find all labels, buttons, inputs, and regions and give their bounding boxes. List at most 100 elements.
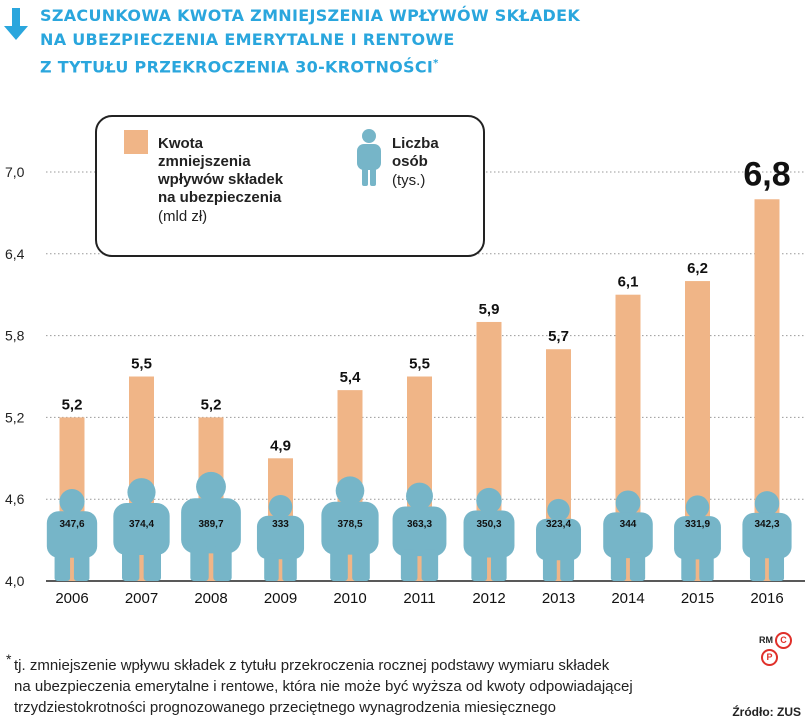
- person-value-label: 363,3: [407, 519, 432, 530]
- person-leg: [681, 553, 696, 581]
- source-note: Źródło: ZUS: [732, 705, 801, 719]
- person-body: [742, 512, 792, 559]
- x-tick-label: 2016: [750, 590, 783, 607]
- person-leg: [73, 551, 90, 581]
- bar-value-label: 6,2: [687, 260, 708, 277]
- person-leg: [699, 553, 714, 581]
- publisher-logo: RM CP: [759, 632, 805, 666]
- person-value-label: 323,4: [546, 519, 571, 530]
- legend-people-unit: (tys.): [392, 172, 425, 189]
- person-leg: [542, 555, 557, 581]
- bar-value-label: 5,9: [479, 301, 500, 318]
- person-body: [536, 518, 581, 561]
- legend-amount-line-4: na ubezpieczenia: [158, 189, 282, 206]
- person-head: [335, 476, 365, 506]
- person-value-label: 342,3: [754, 519, 779, 530]
- person-leg: [421, 549, 439, 581]
- bar-value-label: 5,2: [201, 396, 222, 413]
- x-tick-label: 2009: [264, 590, 297, 607]
- person-leg: [629, 552, 646, 581]
- person-body: [603, 512, 653, 559]
- logo-text: RM: [759, 634, 773, 645]
- person-figure: [256, 494, 305, 581]
- person-head: [476, 487, 502, 514]
- person-value-label: 389,7: [198, 519, 223, 530]
- person-leg: [213, 546, 232, 581]
- person-body: [674, 516, 721, 560]
- person-figure: [181, 471, 241, 581]
- y-tick-label: 4,6: [5, 491, 25, 507]
- person-body: [392, 506, 447, 557]
- legend-people-line-1: Liczba: [392, 135, 439, 152]
- person-value-label: 378,5: [337, 519, 362, 530]
- bar-value-label: 6,8: [743, 155, 790, 193]
- person-head: [685, 495, 710, 519]
- person-head: [59, 489, 85, 515]
- title-marker: *: [433, 58, 439, 69]
- person-leg: [400, 549, 418, 581]
- footnote-line-2: na ubezpieczenia emerytalne i rentowe, k…: [14, 678, 633, 695]
- logo-letter-p: P: [761, 649, 778, 666]
- bar-chart: 4,0 4,6 5,2 5,8 6,4 7,0 5,2 5,5 5,2 4,9 5,4 5,5 5,9…: [5, 115, 805, 607]
- bar-value-label: 4,9: [270, 437, 291, 454]
- person-head: [547, 498, 570, 522]
- person-head: [615, 490, 641, 516]
- person-figure: [392, 482, 447, 581]
- title-line-2: NA UBEZPIECZENIA EMERYTALNE I RENTOWE: [40, 30, 455, 49]
- legend-amount-unit: (mld zł): [158, 208, 207, 225]
- footnote-line-3: trzydziestokrotności prognozowanego prze…: [14, 699, 556, 716]
- legend-amount-line-1: Kwota: [158, 135, 204, 152]
- legend-person-icon: [357, 129, 381, 186]
- x-tick-label: 2014: [611, 590, 644, 607]
- y-tick-label: 5,8: [5, 328, 25, 344]
- person-value-label: 344: [620, 519, 637, 530]
- person-body: [321, 501, 379, 555]
- person-leg: [282, 553, 297, 581]
- footnote-marker: *: [6, 651, 12, 667]
- x-axis-tick-labels: 2006 2007 2008 2009 2010 2011 2012 2013 2014 2015…: [55, 590, 783, 607]
- person-body: [113, 503, 170, 556]
- person-leg: [490, 551, 507, 581]
- person-leg: [610, 552, 627, 581]
- person-body: [256, 515, 305, 560]
- bar-value-label: 5,5: [409, 356, 430, 373]
- person-head: [406, 482, 433, 510]
- person-leg: [54, 551, 71, 581]
- person-figure: [113, 478, 170, 581]
- person-figure: [742, 491, 792, 581]
- legend-amount-line-2: zmniejszenia: [158, 153, 251, 170]
- x-tick-label: 2006: [55, 590, 88, 607]
- person-body: [463, 510, 515, 558]
- person-figure: [46, 489, 98, 581]
- legend-box: [95, 115, 485, 257]
- logo-letter-c: C: [775, 632, 792, 649]
- bar-value-label: 5,4: [340, 369, 362, 386]
- person-leg: [768, 552, 785, 581]
- person-head: [127, 478, 156, 507]
- person-leg: [330, 547, 348, 581]
- y-tick-label: 5,2: [5, 409, 25, 425]
- footnote: * tj. zmniejszenie wpływu składek z tytu…: [6, 651, 774, 718]
- title-line-3: Z TYTUŁU PRZEKROCZENIA 30-KROTNOŚCI*: [40, 52, 780, 79]
- person-value-label: 333: [272, 519, 289, 530]
- legend-amount-line-3: wpływów składek: [157, 171, 284, 188]
- person-body: [46, 511, 98, 558]
- person-figure: [603, 490, 653, 581]
- person-body: [181, 498, 241, 554]
- chart-title: SZACUNKOWA KWOTA ZMNIEJSZENIA WPŁYWÓW SK…: [40, 4, 780, 79]
- x-tick-label: 2013: [542, 590, 575, 607]
- y-tick-label: 7,0: [5, 164, 25, 180]
- person-figure: [321, 476, 379, 581]
- x-tick-label: 2015: [681, 590, 714, 607]
- person-leg: [190, 546, 209, 581]
- person-figure: [674, 495, 721, 581]
- person-value-label: 374,4: [129, 519, 154, 530]
- footnote-line-1: tj. zmniejszenie wpływu składek z tytułu…: [14, 657, 610, 674]
- person-leg: [264, 553, 279, 581]
- y-tick-label: 4,0: [5, 573, 25, 589]
- title-line-3-text: Z TYTUŁU PRZEKROCZENIA 30-KROTNOŚCI: [40, 57, 434, 77]
- person-value-label: 331,9: [685, 519, 710, 530]
- x-tick-label: 2007: [125, 590, 158, 607]
- person-leg: [749, 552, 766, 581]
- x-tick-label: 2011: [403, 590, 435, 607]
